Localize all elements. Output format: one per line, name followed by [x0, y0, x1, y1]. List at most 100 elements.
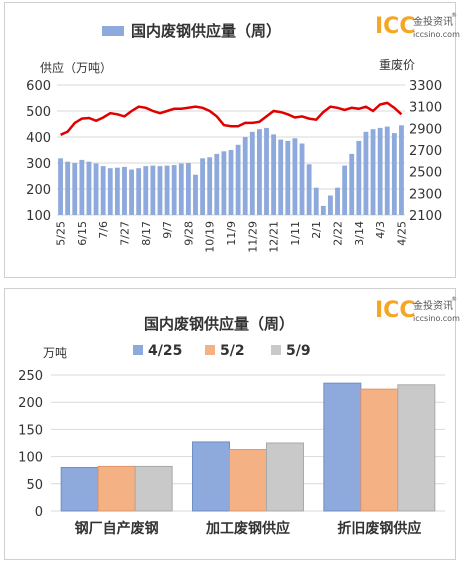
supply-bar: [249, 131, 255, 215]
x-tick-label: 9/28: [182, 221, 195, 246]
y-tick-right: 2700: [409, 144, 442, 159]
legend-label: 国内废钢供应量（周）: [131, 22, 281, 40]
weekly-supply-chart-panel: ICC 金投资讯 iccsino.com ® 国内废钢供应量（周） 供应（万吨）…: [4, 2, 460, 278]
legend-swatch: [271, 345, 281, 355]
legend-label: 5/9: [286, 343, 311, 359]
supply-bar: [363, 131, 369, 215]
logo-bottom: ICC 金投资讯 iccsino.com ®: [375, 296, 460, 323]
y-tick-left: 500: [26, 105, 51, 120]
logo-site: iccsino.com: [413, 314, 460, 323]
supply-bars: [58, 125, 404, 215]
x-tick-label: 11/9: [225, 221, 238, 246]
x-category-label: 折旧废钢供应: [337, 520, 421, 537]
supply-bar: [65, 161, 71, 215]
supply-bar: [136, 168, 142, 215]
supply-bar: [114, 167, 120, 215]
supply-bar: [214, 153, 220, 215]
supply-bar: [292, 138, 298, 215]
x-tick-label: 11/29: [246, 221, 259, 253]
supply-bar: [228, 150, 234, 215]
supply-bar: [164, 165, 170, 215]
category-bar: [360, 388, 399, 512]
y-tick-right: 2500: [409, 166, 442, 181]
y-tick-right: 3300: [409, 79, 442, 94]
supply-price-chart: ICC 金投资讯 iccsino.com ® 国内废钢供应量（周） 供应（万吨）…: [26, 12, 460, 253]
category-bar: [229, 449, 267, 512]
y-axis-ticks: 0 50 100 150 200 250: [18, 369, 43, 520]
supply-bar: [171, 165, 177, 215]
x-tick-label: 5/25: [55, 221, 68, 246]
y-tick-right: 2900: [409, 122, 442, 137]
logo-mark: ICC: [375, 298, 415, 323]
y-tick-left: 100: [26, 209, 51, 224]
y-axis-right-label: 重废价: [379, 57, 415, 72]
supply-bar: [100, 166, 106, 215]
supply-breakdown-chart: ICC 金投资讯 iccsino.com ® 国内废钢供应量（周） 万吨 4/2…: [18, 296, 460, 537]
x-tick-label: 2/1: [310, 221, 323, 239]
supply-bar: [58, 158, 63, 215]
price-line: [60, 101, 403, 136]
supply-bar: [79, 159, 85, 215]
x-tick-label: 6/15: [76, 221, 89, 246]
x-tick-label: 1/11: [289, 221, 302, 246]
supply-bar: [278, 139, 284, 215]
supply-bar: [384, 126, 390, 215]
supply-bar: [235, 144, 241, 215]
x-tick-label: 8/17: [140, 221, 153, 246]
y-tick-right: 2100: [409, 209, 442, 224]
x-tick-label: 10/19: [204, 221, 217, 253]
y-tick: 50: [26, 478, 43, 493]
supply-bar: [285, 140, 291, 215]
y-axis-label: 万吨: [43, 346, 67, 360]
x-tick-label: 4/3: [374, 221, 387, 239]
x-category-label: 加工废钢供应: [205, 520, 290, 537]
supply-bar: [342, 165, 348, 215]
x-category-label: 钢厂自产废钢: [75, 520, 159, 537]
logo-cn: 金投资讯: [413, 299, 453, 312]
y-tick-left: 400: [26, 131, 51, 146]
x-tick-label: 9/7: [161, 221, 174, 239]
supply-bar: [313, 187, 319, 215]
x-axis-categories: 钢厂自产废钢 加工废钢供应 折旧废钢供应: [75, 520, 422, 537]
category-bar: [134, 465, 173, 512]
category-bar: [266, 442, 304, 512]
supply-bar: [122, 166, 127, 215]
category-bar: [97, 465, 136, 512]
supply-bar: [299, 143, 305, 215]
supply-bar: [72, 163, 78, 215]
y-tick: 200: [18, 396, 43, 411]
supply-bar: [93, 163, 99, 215]
y-tick: 150: [18, 423, 43, 438]
x-tick-label: 2/22: [332, 221, 345, 246]
category-bar: [192, 441, 230, 512]
y-tick-left: 300: [26, 157, 51, 172]
supply-bar: [377, 127, 383, 215]
logo-top: ICC 金投资讯 iccsino.com ®: [375, 12, 460, 39]
supply-bar: [200, 158, 206, 215]
supply-bar: [143, 166, 149, 215]
supply-bar: [271, 134, 277, 215]
y-tick-right: 3100: [409, 101, 442, 116]
supply-bar: [86, 161, 92, 215]
supply-bar: [320, 205, 326, 215]
supply-bar: [256, 129, 262, 215]
y-axis-left-ticks: 100 200 300 400 500 600: [26, 79, 51, 224]
x-tick-label: 7/6: [97, 221, 110, 239]
supply-bar: [150, 165, 156, 215]
supply-bar: [335, 187, 340, 215]
x-tick-label: 4/25: [395, 221, 408, 246]
supply-bar: [129, 169, 134, 215]
y-tick-left: 600: [26, 79, 51, 94]
legend-label: 5/2: [220, 343, 245, 359]
legend-swatch: [133, 345, 143, 355]
logo-site: iccsino.com: [413, 30, 460, 39]
supply-bar: [349, 153, 355, 215]
supply-bar: [399, 125, 404, 215]
supply-bar: [306, 164, 312, 215]
supply-bar: [264, 127, 269, 215]
legend-label: 4/25: [148, 343, 182, 359]
logo-reg: ®: [451, 296, 457, 303]
chart-title: 国内废钢供应量（周）: [144, 315, 294, 333]
category-bars: [60, 382, 436, 512]
y-axis-right-ticks: 2100 2300 2500 2700 2900 3100 3300: [409, 79, 442, 224]
